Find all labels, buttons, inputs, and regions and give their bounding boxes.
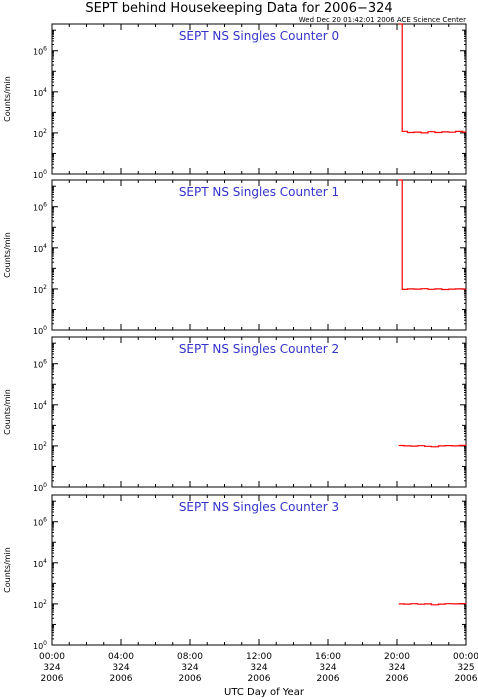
x-tick-label-line: 324 — [388, 663, 405, 673]
y-axis-label: Counts/min — [3, 76, 12, 122]
x-tick-label-line: 2006 — [248, 674, 271, 684]
x-tick-label-line: 324 — [43, 663, 60, 673]
panel-counter-1: 100 102 104 106 Counts/min SEPT NS Singles Co… — [3, 179, 467, 336]
y-tick-label: 102 — [33, 284, 47, 295]
counts-series-line — [398, 444, 467, 448]
panel-title: SEPT NS Singles Counter 0 — [179, 29, 339, 43]
generated-timestamp: Wed Dec 20 01:42:01 2006 ACE Science Cen… — [299, 16, 466, 24]
y-tick-label: 106 — [33, 46, 47, 57]
x-tick-label-line: 324 — [250, 663, 267, 673]
x-tick-label-line: 324 — [112, 663, 129, 673]
plot-frame — [51, 23, 467, 175]
x-tick-label-line: 00:00 — [39, 652, 65, 662]
y-tick-label: 102 — [33, 599, 47, 610]
x-tick-label-line: 20:00 — [384, 652, 410, 662]
x-tick-label-line: 04:00 — [108, 652, 134, 662]
y-tick-label: 106 — [33, 517, 47, 528]
x-tick-label-line: 324 — [181, 663, 198, 673]
y-tick-label: 104 — [33, 400, 47, 411]
counts-series-line — [398, 179, 467, 291]
y-tick-label: 104 — [33, 558, 47, 569]
x-tick-label-line: 2006 — [317, 674, 340, 684]
y-axis-label: Counts/min — [3, 232, 12, 278]
x-tick-label-line: 325 — [457, 663, 474, 673]
y-axis-label: Counts/min — [3, 389, 12, 435]
x-tick-label-line: 2006 — [179, 674, 202, 684]
x-tick-label-line: 00:00 — [453, 652, 478, 662]
counts-series-line — [398, 23, 467, 134]
plot-frame — [51, 494, 467, 646]
y-tick-label: 102 — [33, 441, 47, 452]
x-tick-label-line: 2006 — [110, 674, 133, 684]
figure-title: SEPT behind Housekeeping Data for 2006−3… — [85, 1, 392, 16]
x-tick-label-line: 2006 — [455, 674, 478, 684]
y-tick-label: 100 — [33, 169, 47, 180]
plot-frame — [51, 336, 467, 488]
panels-group: 100 102 104 106 Counts/min SEPT NS Singles Co… — [3, 23, 467, 651]
y-tick-label: 106 — [33, 359, 47, 370]
panel-title: SEPT NS Singles Counter 1 — [179, 185, 339, 199]
x-tick-label-line: 08:00 — [177, 652, 203, 662]
x-axis-tick-labels: 00:00324200604:00324200608:00324200612:0… — [39, 652, 478, 684]
x-tick-label-line: 12:00 — [246, 652, 272, 662]
x-axis-label: UTC Day of Year — [224, 687, 305, 698]
y-tick-label: 100 — [33, 325, 47, 336]
panel-title: SEPT NS Singles Counter 3 — [179, 500, 339, 514]
x-tick-label-line: 2006 — [41, 674, 64, 684]
x-tick-label-line: 324 — [319, 663, 336, 673]
panel-counter-0: 100 102 104 106 Counts/min SEPT NS Singles Co… — [3, 23, 467, 180]
y-axis-label: Counts/min — [3, 547, 12, 593]
panel-counter-2: 100 102 104 106 Counts/min SEPT NS Singles Co… — [3, 336, 467, 493]
plot-frame — [51, 179, 467, 331]
y-tick-label: 104 — [33, 87, 47, 98]
y-tick-label: 106 — [33, 202, 47, 213]
panel-counter-3: 100 102 104 106 Counts/min SEPT NS Singles Co… — [3, 494, 467, 651]
counts-series-line — [398, 603, 467, 606]
y-tick-label: 100 — [33, 640, 47, 651]
y-tick-label: 100 — [33, 482, 47, 493]
panel-title: SEPT NS Singles Counter 2 — [179, 342, 339, 356]
x-tick-label-line: 16:00 — [315, 652, 341, 662]
y-tick-label: 102 — [33, 128, 47, 139]
x-tick-label-line: 2006 — [386, 674, 409, 684]
y-tick-label: 104 — [33, 243, 47, 254]
